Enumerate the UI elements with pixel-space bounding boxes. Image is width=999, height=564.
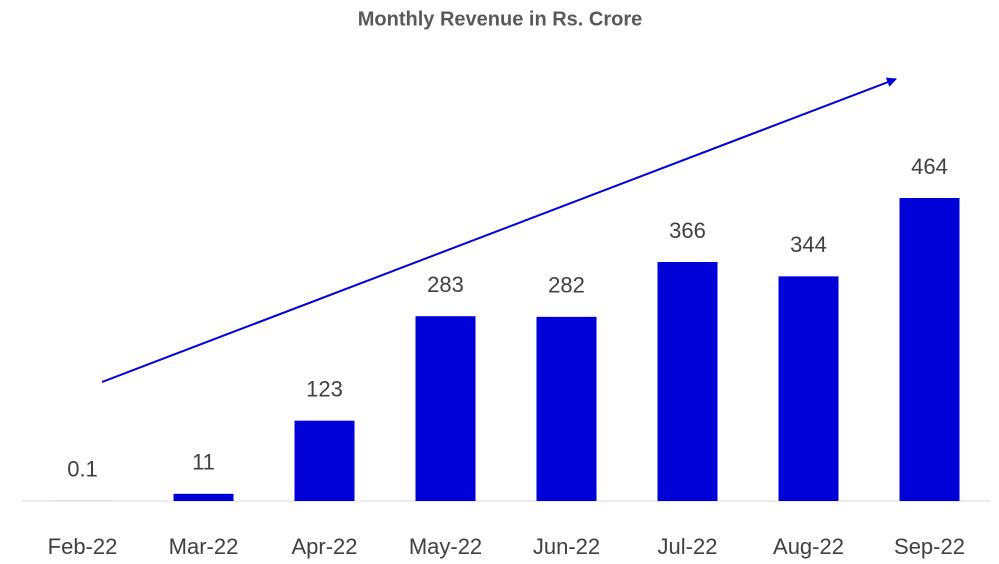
chart-title: Monthly Revenue in Rs. Crore [358, 8, 643, 30]
x-tick-label: May-22 [409, 534, 482, 559]
bar [415, 316, 476, 501]
x-tick-label: Jun-22 [533, 534, 600, 559]
x-tick-label: Sep-22 [894, 534, 965, 559]
bar [657, 261, 718, 501]
trend-arrow [101, 77, 897, 383]
bar [778, 276, 839, 501]
value-label: 344 [790, 232, 827, 257]
bar [173, 493, 234, 501]
value-label: 123 [306, 376, 343, 401]
bar [294, 420, 355, 501]
value-label: 283 [427, 272, 464, 297]
x-tick-label: Jul-22 [658, 534, 718, 559]
x-tick-label: Feb-22 [48, 534, 118, 559]
value-label: 464 [911, 154, 948, 179]
x-tick-label: Aug-22 [773, 534, 844, 559]
x-tick-label: Mar-22 [169, 534, 239, 559]
value-label: 11 [192, 450, 215, 475]
bar [536, 316, 597, 501]
value-label: 282 [548, 273, 585, 298]
x-tick-label: Apr-22 [291, 534, 357, 559]
value-label: 0.1 [67, 457, 98, 482]
value-label: 366 [669, 218, 706, 243]
bar [899, 198, 960, 501]
